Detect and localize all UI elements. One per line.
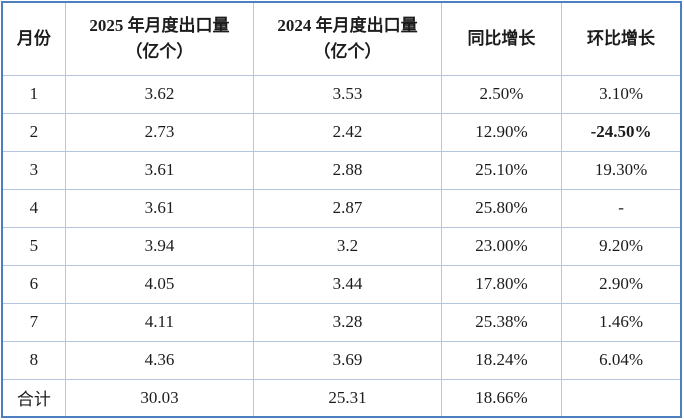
- table-body: 1 3.62 3.53 2.50% 3.10% 2 2.73 2.42 12.9…: [1, 74, 682, 418]
- table-row: 4 3.61 2.87 25.80% -: [1, 188, 682, 228]
- export-2024-cell: 2.87: [253, 188, 442, 228]
- mom-cell-negative: -24.50%: [561, 112, 682, 152]
- export-2025-cell: 3.94: [64, 226, 255, 266]
- header-mom-growth: 环比增长: [561, 1, 682, 76]
- header-row: 月份 2025 年月度出口量 （亿个） 2024 年月度出口量 （亿个） 同比增…: [1, 1, 682, 76]
- yoy-cell: 25.80%: [440, 188, 563, 228]
- yoy-cell: 17.80%: [440, 264, 563, 304]
- table-row: 1 3.62 3.53 2.50% 3.10%: [1, 74, 682, 114]
- export-2025-cell: 4.36: [64, 340, 255, 380]
- table-row: 7 4.11 3.28 25.38% 1.46%: [1, 302, 682, 342]
- yoy-cell: 25.10%: [440, 150, 563, 190]
- table-row: 2 2.73 2.42 12.90% -24.50%: [1, 112, 682, 152]
- table-header: 月份 2025 年月度出口量 （亿个） 2024 年月度出口量 （亿个） 同比增…: [1, 1, 682, 76]
- yoy-cell: 12.90%: [440, 112, 563, 152]
- export-2024-total-cell: 25.31: [253, 378, 442, 418]
- month-cell: 5: [1, 226, 66, 266]
- header-export-2025: 2025 年月度出口量 （亿个）: [64, 1, 255, 76]
- export-2024-cell: 3.69: [253, 340, 442, 380]
- yoy-cell: 18.24%: [440, 340, 563, 380]
- month-cell: 8: [1, 340, 66, 380]
- export-2025-cell: 3.62: [64, 74, 255, 114]
- export-2024-cell: 3.28: [253, 302, 442, 342]
- yoy-cell: 2.50%: [440, 74, 563, 114]
- export-2025-cell: 3.61: [64, 188, 255, 228]
- export-2024-cell: 2.42: [253, 112, 442, 152]
- mom-total-cell: [561, 378, 682, 418]
- month-cell: 6: [1, 264, 66, 304]
- header-month: 月份: [1, 1, 66, 76]
- month-cell: 3: [1, 150, 66, 190]
- total-row: 合计 30.03 25.31 18.66%: [1, 378, 682, 418]
- month-cell: 7: [1, 302, 66, 342]
- mom-cell: 6.04%: [561, 340, 682, 380]
- export-2025-cell: 4.05: [64, 264, 255, 304]
- export-2025-cell: 4.11: [64, 302, 255, 342]
- table-row: 3 3.61 2.88 25.10% 19.30%: [1, 150, 682, 190]
- export-2024-cell: 3.2: [253, 226, 442, 266]
- export-2024-cell: 3.53: [253, 74, 442, 114]
- export-2025-total-cell: 30.03: [64, 378, 255, 418]
- month-cell: 4: [1, 188, 66, 228]
- mom-cell: 19.30%: [561, 150, 682, 190]
- mom-cell: 2.90%: [561, 264, 682, 304]
- mom-cell: -: [561, 188, 682, 228]
- header-export-2024: 2024 年月度出口量 （亿个）: [253, 1, 442, 76]
- table-row: 6 4.05 3.44 17.80% 2.90%: [1, 264, 682, 304]
- export-2025-cell: 3.61: [64, 150, 255, 190]
- total-label-cell: 合计: [1, 378, 66, 418]
- mom-cell: 9.20%: [561, 226, 682, 266]
- table-row: 8 4.36 3.69 18.24% 6.04%: [1, 340, 682, 380]
- yoy-total-cell: 18.66%: [440, 378, 563, 418]
- header-yoy-growth: 同比增长: [440, 1, 563, 76]
- export-2024-cell: 2.88: [253, 150, 442, 190]
- yoy-cell: 23.00%: [440, 226, 563, 266]
- yoy-cell: 25.38%: [440, 302, 563, 342]
- mom-cell: 3.10%: [561, 74, 682, 114]
- month-cell: 2: [1, 112, 66, 152]
- mom-cell: 1.46%: [561, 302, 682, 342]
- export-2024-cell: 3.44: [253, 264, 442, 304]
- export-2025-cell: 2.73: [64, 112, 255, 152]
- table-row: 5 3.94 3.2 23.00% 9.20%: [1, 226, 682, 266]
- month-cell: 1: [1, 74, 66, 114]
